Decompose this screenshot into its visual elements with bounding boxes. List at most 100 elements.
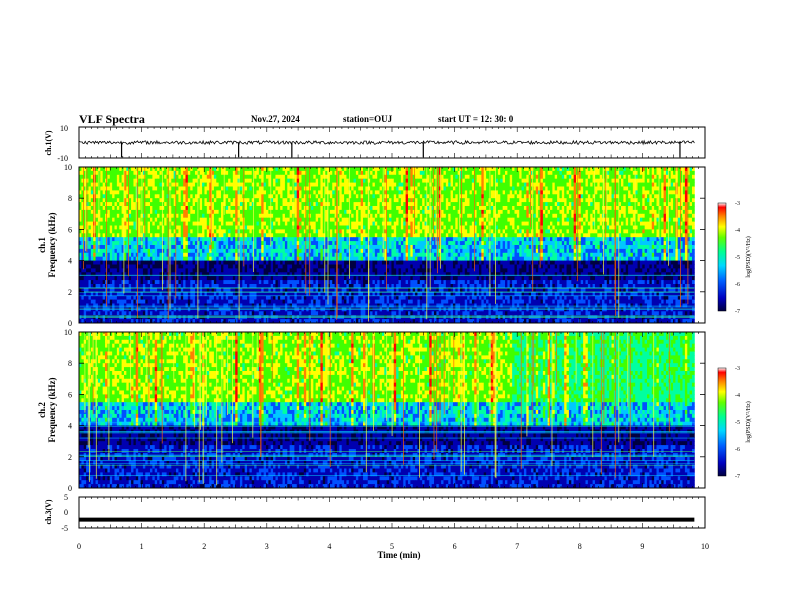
spectrogram-cell — [131, 241, 134, 245]
spectrogram-cell — [545, 167, 548, 171]
spectrogram-cell — [247, 171, 250, 175]
spectrogram-cell — [522, 198, 525, 202]
spectrogram-cell — [557, 229, 560, 233]
spectrogram-cell — [600, 171, 603, 175]
spectrogram-cell — [512, 202, 515, 206]
spectrogram-cell — [283, 214, 286, 218]
spectrogram-cell — [387, 218, 390, 222]
spectrogram-cell — [417, 226, 420, 230]
spectrogram-cell — [313, 167, 316, 171]
spectrogram-cell — [261, 226, 264, 230]
spectrogram-cell — [628, 206, 631, 210]
spectrogram-cell — [221, 202, 224, 206]
spectrogram-cell — [330, 171, 333, 175]
spectrogram-cell — [505, 210, 508, 214]
spectrogram-cell — [638, 233, 641, 237]
spectrogram-cell — [152, 210, 155, 214]
spectrogram-cell — [159, 171, 162, 175]
spectrogram-cell — [683, 198, 686, 202]
spectrogram-cell — [316, 190, 319, 194]
spectrogram-cell — [415, 210, 418, 214]
spectrogram-cell — [578, 183, 581, 187]
spectrogram-cell — [88, 187, 91, 191]
spectrogram-cell — [313, 226, 316, 230]
spectrogram-cell — [313, 210, 316, 214]
spectrogram-cell — [186, 226, 189, 230]
spectrogram-cell — [441, 175, 444, 179]
spectrogram-cell — [453, 229, 456, 233]
spectrogram-cell — [375, 237, 378, 241]
spectrogram-cell — [297, 202, 300, 206]
spectrogram-cell — [264, 187, 267, 191]
spectrogram-cell — [181, 229, 184, 233]
spectrogram-cell — [358, 233, 361, 237]
spectrogram-cell — [346, 229, 349, 233]
spectrogram-cell — [514, 233, 517, 237]
spectrogram-cell — [214, 210, 217, 214]
spectrogram-cell — [226, 222, 229, 226]
spectrogram-cell — [664, 198, 667, 202]
spectrogram-cell — [443, 226, 446, 230]
spectrogram-cell — [500, 237, 503, 241]
spectrogram-cell — [377, 198, 380, 202]
spectrogram-cell — [567, 233, 570, 237]
spectrogram-cell — [403, 183, 406, 187]
spectrogram-cell — [261, 194, 264, 198]
spectrogram-cell — [285, 190, 288, 194]
spectrogram-cell — [538, 187, 541, 191]
spectrogram-cell — [533, 222, 536, 226]
spectrogram-cell — [181, 187, 184, 191]
spectrogram-cell — [626, 202, 629, 206]
spectrogram-cell — [280, 190, 283, 194]
spectrogram-cell — [391, 210, 394, 214]
spectrogram-cell — [427, 179, 430, 183]
spectrogram-cell — [100, 233, 103, 237]
spectrogram-cell — [645, 233, 648, 237]
spectrogram-cell — [190, 214, 193, 218]
ch1-ylabel: ch.1(V) — [44, 130, 53, 155]
spectrogram-cell — [178, 233, 181, 237]
spectrogram-cell — [399, 167, 402, 171]
spectrogram-cell — [626, 179, 629, 183]
spectrogram-cell — [396, 187, 399, 191]
spectrogram-cell — [228, 214, 231, 218]
spectrogram-cell — [399, 183, 402, 187]
spectrogram-cell — [342, 179, 345, 183]
spectrogram-cell — [311, 229, 314, 233]
spectrogram-cell — [640, 206, 643, 210]
spectrogram-cell — [219, 179, 222, 183]
spectrogram-cell — [115, 194, 118, 198]
spectrogram-cell — [115, 198, 118, 202]
spectrogram-cell — [107, 206, 110, 210]
spectrogram-cell — [685, 198, 688, 202]
spectrogram-cell — [138, 167, 141, 171]
spectrogram-cell — [235, 218, 238, 222]
spectrogram-cell — [233, 226, 236, 230]
spectrogram-cell — [564, 214, 567, 218]
spectrogram-cell — [100, 218, 103, 222]
spectrogram-cell — [671, 222, 674, 226]
spectrogram-cell — [505, 183, 508, 187]
spectrogram-cell — [403, 222, 406, 226]
spectrogram-cell — [372, 214, 375, 218]
spectrogram-cell — [370, 194, 373, 198]
spectrogram-cell — [148, 190, 151, 194]
spectrogram-cell — [129, 222, 132, 226]
spectrogram-cell — [143, 218, 146, 222]
spectrogram-cell — [536, 214, 539, 218]
spectrogram-cell — [283, 190, 286, 194]
spectrogram-cell — [226, 237, 229, 241]
spectrogram-cell — [595, 171, 598, 175]
spectrogram-cell — [186, 198, 189, 202]
spectrogram-cell — [181, 179, 184, 183]
spectrogram-cell — [387, 237, 390, 241]
spectrogram-cell — [498, 214, 501, 218]
spectrogram-cell — [91, 171, 94, 175]
spectrogram-cell — [285, 194, 288, 198]
spectrogram-cell — [358, 214, 361, 218]
spectrogram-cell — [143, 241, 146, 245]
spectrogram-cell — [578, 202, 581, 206]
spectrogram-cell — [287, 179, 290, 183]
spectrogram-cell — [247, 167, 250, 171]
spectrogram-cell — [536, 179, 539, 183]
